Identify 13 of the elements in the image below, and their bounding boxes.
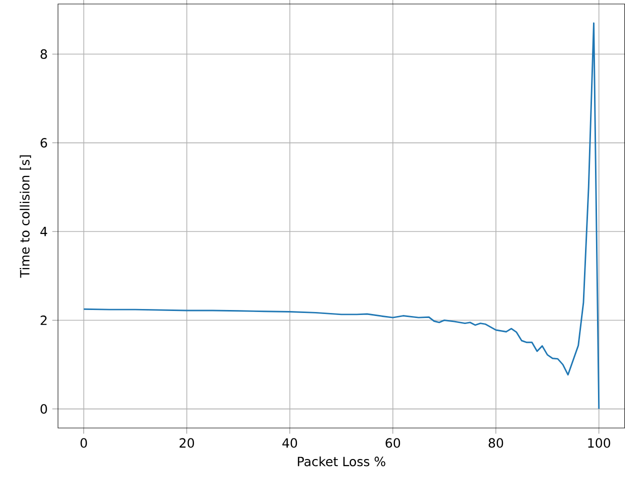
y-axis-title: Time to collision [s]: [20, 155, 32, 278]
x-tick-label: 40: [282, 438, 298, 448]
x-tick-label: 100: [588, 438, 610, 448]
y-tick-label: 2: [40, 316, 47, 325]
x-tick-label: 60: [386, 438, 400, 448]
x-tick-label: 20: [180, 438, 194, 448]
y-tick-label: 8: [40, 49, 47, 59]
y-tick-label: 4: [40, 226, 48, 236]
x-axis-title: Packet Loss %: [298, 456, 386, 466]
y-tick-label: 0: [40, 404, 47, 414]
x-tick-label: 0: [80, 438, 87, 448]
x-tick-label: 80: [488, 438, 504, 448]
y-tick-label: 6: [40, 138, 48, 148]
